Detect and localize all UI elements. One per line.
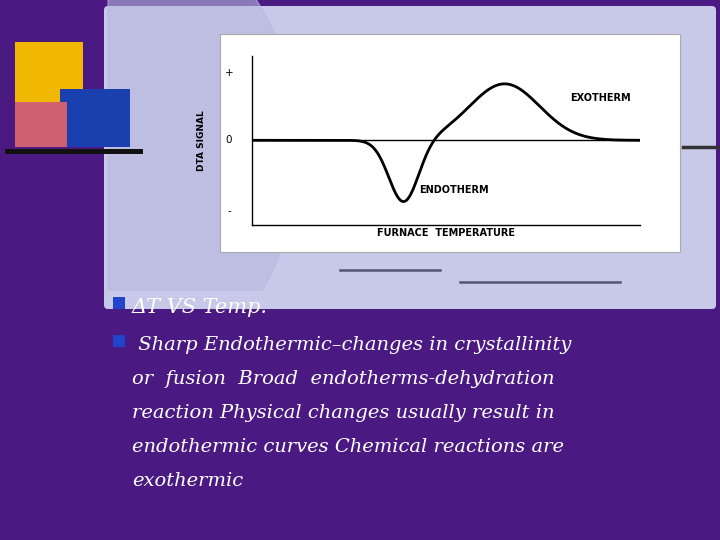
- Text: ENDOTHERM: ENDOTHERM: [419, 185, 489, 195]
- Bar: [220, 34, 680, 252]
- Text: -: -: [228, 206, 231, 217]
- Bar: [113, 297, 125, 309]
- Bar: [15, 42, 83, 110]
- Bar: [15, 102, 67, 147]
- Text: ΔT VS Temp.: ΔT VS Temp.: [132, 298, 268, 317]
- X-axis label: FURNACE  TEMPERATURE: FURNACE TEMPERATURE: [377, 228, 516, 238]
- Bar: [113, 335, 125, 347]
- Text: EXOTHERM: EXOTHERM: [570, 93, 631, 103]
- Text: exothermic: exothermic: [132, 472, 243, 490]
- Text: +: +: [225, 68, 233, 78]
- Text: Sharp Endothermic–changes in crystallinity: Sharp Endothermic–changes in crystallini…: [132, 336, 572, 354]
- FancyBboxPatch shape: [104, 6, 716, 309]
- Bar: [60, 89, 130, 147]
- Text: reaction Physical changes usually result in: reaction Physical changes usually result…: [132, 404, 554, 422]
- Bar: [5, 149, 143, 154]
- Text: endothermic curves Chemical reactions are: endothermic curves Chemical reactions ar…: [132, 438, 564, 456]
- Text: 0: 0: [226, 136, 233, 145]
- Polygon shape: [108, 0, 300, 290]
- Text: or  fusion  Broad  endotherms-dehydration: or fusion Broad endotherms-dehydration: [132, 370, 554, 388]
- Text: DTA SIGNAL: DTA SIGNAL: [197, 110, 207, 171]
